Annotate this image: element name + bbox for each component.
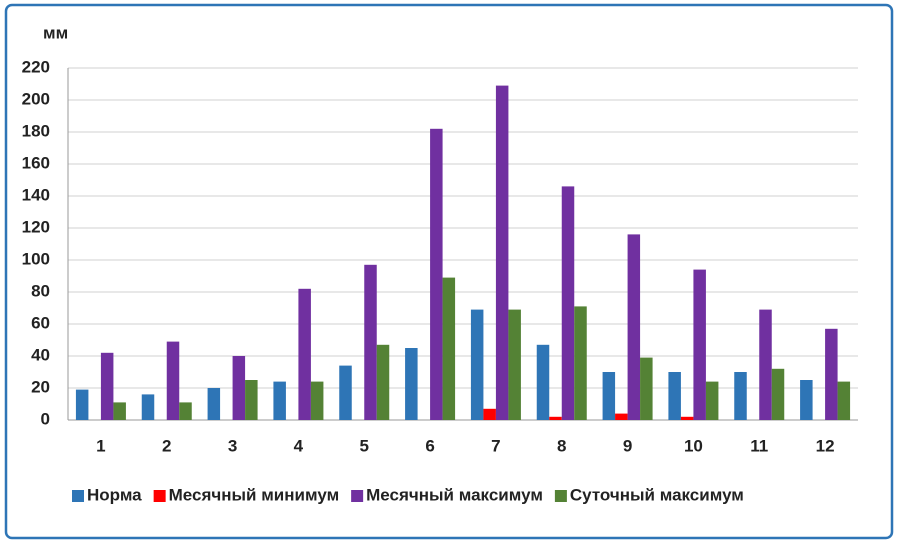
bar [705,381,719,420]
x-tick-label: 6 [425,436,434,455]
bar [680,416,694,420]
x-tick-label: 1 [96,436,105,455]
x-tick-label: 8 [557,436,566,455]
bar [800,380,813,420]
bar [310,381,324,420]
bar [207,388,221,420]
bar [245,380,258,420]
bar [364,264,377,420]
x-tick-label: 3 [228,436,237,455]
bar [376,344,390,420]
bar [273,381,286,420]
bar [179,402,192,420]
bar [75,389,89,420]
bar [759,309,772,420]
y-tick-label: 160 [22,153,50,172]
legend-label: Месячный максимум [366,485,543,504]
y-tick-label: 220 [22,57,50,76]
y-axis-label: мм [43,23,68,42]
x-tick-label: 10 [684,436,703,455]
bar [561,186,575,420]
bar [495,85,509,420]
legend-swatch [72,490,84,502]
y-tick-label: 120 [22,217,50,236]
y-tick-label: 60 [31,313,50,332]
legend-label: Норма [87,485,142,504]
bar [483,408,496,420]
bar [615,413,628,420]
y-tick-label: 80 [31,281,50,300]
bar [508,309,521,420]
bar [602,372,616,420]
bar [405,348,418,420]
legend-label: Месячный минимум [169,485,340,504]
bar [771,368,785,420]
legend-swatch [554,490,567,502]
frame [4,3,894,540]
x-tick-label: 4 [294,436,304,455]
x-tick-label: 2 [162,436,171,455]
y-tick-label: 0 [41,409,50,428]
y-tick-label: 100 [22,249,50,268]
y-tick-label: 20 [31,377,50,396]
bar [837,381,851,420]
bar [825,328,838,420]
y-tick-label: 40 [31,345,50,364]
x-tick-label: 11 [750,436,768,455]
bar [430,128,443,421]
bar [734,372,747,420]
legend-label: Суточный максимум [570,485,744,504]
bar [166,341,180,420]
y-tick-label: 200 [22,89,50,108]
x-tick-label: 5 [360,436,369,455]
bar [536,344,550,420]
bar [100,352,114,420]
bar [232,356,246,420]
bar [640,357,653,420]
bar [339,365,352,420]
y-tick-label: 140 [22,185,50,204]
bar [113,402,126,420]
bar [298,288,311,420]
bar [470,309,484,420]
x-tick-label: 7 [491,436,500,455]
bar [627,234,641,420]
bar [442,277,456,420]
y-tick-label: 180 [22,121,50,140]
x-tick-label: 12 [816,436,835,455]
legend-swatch [153,490,166,502]
x-tick-label: 9 [623,436,632,455]
bar [668,372,681,420]
legend-swatch [351,490,364,502]
bar [574,306,587,420]
bar [549,416,562,420]
bar [693,269,706,420]
bar [141,394,155,420]
